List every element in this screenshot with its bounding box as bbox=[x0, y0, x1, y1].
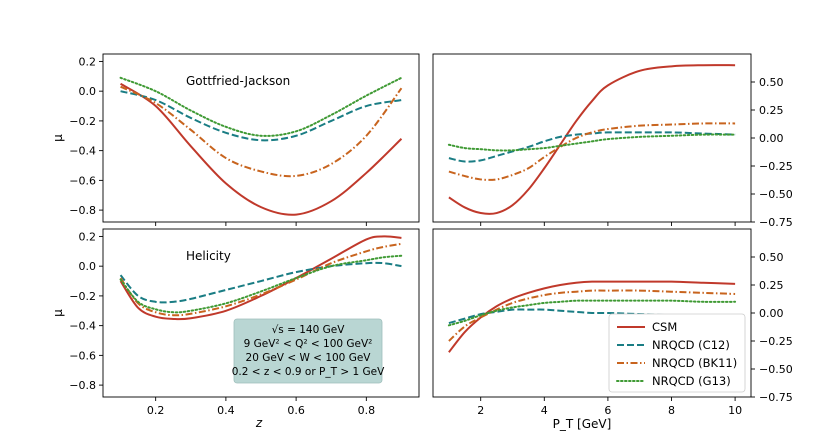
x-tick-label: 2 bbox=[477, 404, 484, 417]
series-curves bbox=[119, 76, 403, 216]
series-line-nrqcd-bk11 bbox=[119, 242, 402, 317]
series-line-csm bbox=[448, 64, 736, 215]
plot-frame bbox=[432, 53, 752, 223]
series-curves bbox=[447, 280, 737, 353]
series-curves bbox=[119, 235, 403, 321]
y-tick-label: −0.8 bbox=[69, 379, 96, 392]
legend-label-c12: NRQCD (C12) bbox=[652, 338, 730, 352]
x-tick-label: 0.2 bbox=[147, 404, 165, 417]
y-tick-label: 0.50 bbox=[759, 251, 784, 264]
y-tick-label: −0.50 bbox=[759, 188, 793, 201]
panel-annotation: Helicity bbox=[186, 249, 231, 263]
x-axis-label: P_T [GeV] bbox=[553, 417, 612, 431]
series-line-nrqcd-g13 bbox=[119, 254, 403, 314]
y-tick-label: 0.2 bbox=[79, 230, 97, 243]
plot-frame bbox=[432, 228, 752, 398]
x-tick-label: 0.8 bbox=[358, 404, 376, 417]
y-axis-label: μ bbox=[51, 309, 65, 317]
series-line-nrqcd-c12 bbox=[120, 90, 402, 142]
y-tick-label: 0.25 bbox=[759, 104, 784, 117]
y-tick-label: 0.25 bbox=[759, 279, 784, 292]
axis-ticks: 0.50 0.25 0.00 −0.25 −0.50 −0.75 bbox=[480, 76, 793, 229]
panel-bottom-right: 2 4 6 8 10 0.50 0.25 0.00 −0.25 −0.50 −0.75 P_T [G… bbox=[432, 228, 793, 431]
series-line-nrqcd-bk11 bbox=[120, 85, 403, 178]
legend: CSM NRQCD (C12) NRQCD (BK11) NRQCD (G13) bbox=[608, 313, 746, 393]
y-tick-label: −0.25 bbox=[759, 335, 793, 348]
y-tick-label: −0.6 bbox=[69, 349, 96, 362]
info-line-q2: 9 GeV² < Q² < 100 GeV² bbox=[244, 338, 373, 350]
axis-ticks: 2 4 6 8 10 0.50 0.25 0.00 −0.25 −0.50 −0.75 bbox=[477, 251, 793, 417]
x-tick-label: 10 bbox=[728, 404, 742, 417]
legend-label-bk11: NRQCD (BK11) bbox=[652, 356, 737, 370]
info-line-cuts: 0.2 < z < 0.9 or P_T > 1 GeV bbox=[232, 366, 385, 378]
info-line-energy: √s = 140 GeV bbox=[272, 324, 346, 336]
panel-bottom-left: 0.2 0.4 0.6 0.8 0.2 0.0 −0.2 −0.4 −0.6 −0.8 Helic… bbox=[51, 228, 420, 430]
y-tick-label: −0.6 bbox=[69, 174, 96, 187]
y-tick-label: 0.50 bbox=[759, 76, 784, 89]
y-tick-label: 0.0 bbox=[79, 85, 97, 98]
x-axis-label: z bbox=[255, 416, 263, 430]
plot-frame bbox=[102, 228, 420, 398]
x-tick-label: 0.6 bbox=[287, 404, 305, 417]
series-line-csm bbox=[120, 82, 403, 216]
series-line-nrqcd-c12 bbox=[448, 131, 736, 163]
y-tick-label: 0.00 bbox=[759, 307, 784, 320]
y-tick-label: −0.2 bbox=[69, 290, 96, 303]
y-tick-label: −0.50 bbox=[759, 363, 793, 376]
axis-ticks: 0.2 0.4 0.6 0.8 0.2 0.0 −0.2 −0.4 −0.6 −0.8 bbox=[69, 230, 375, 417]
series-line-nrqcd-bk11 bbox=[448, 289, 736, 342]
y-tick-label: −0.25 bbox=[759, 160, 793, 173]
y-tick-label: 0.00 bbox=[759, 132, 784, 145]
y-tick-label: −0.8 bbox=[69, 204, 96, 217]
series-line-nrqcd-g13 bbox=[447, 133, 737, 152]
plot-frame bbox=[102, 53, 420, 223]
y-tick-label: −0.2 bbox=[69, 115, 96, 128]
legend-label-csm: CSM bbox=[652, 320, 677, 334]
y-tick-label: −0.75 bbox=[759, 391, 793, 404]
legend-label-g13: NRQCD (G13) bbox=[652, 374, 731, 388]
series-line-nrqcd-g13 bbox=[119, 76, 403, 137]
series-line-csm bbox=[119, 235, 402, 321]
x-tick-label: 4 bbox=[541, 404, 548, 417]
info-line-w: 20 GeV < W < 100 GeV bbox=[246, 352, 372, 364]
series-line-nrqcd-bk11 bbox=[448, 122, 736, 181]
series-line-nrqcd-c12 bbox=[119, 261, 402, 304]
y-tick-label: 0.0 bbox=[79, 260, 97, 273]
info-box-background bbox=[233, 318, 383, 384]
info-box: √s = 140 GeV 9 GeV² < Q² < 100 GeV² 20 G… bbox=[232, 318, 385, 384]
y-tick-label: −0.4 bbox=[69, 145, 96, 158]
panel-top-left: 0.2 0.0 −0.2 −0.4 −0.6 −0.8 Gottfried-Jackson… bbox=[51, 53, 420, 226]
panel-top-right: 0.50 0.25 0.00 −0.25 −0.50 −0.75 bbox=[432, 53, 793, 229]
series-line-nrqcd-g13 bbox=[447, 299, 737, 327]
series-curves bbox=[447, 64, 737, 215]
y-axis-label: μ bbox=[51, 134, 65, 142]
legend-frame bbox=[608, 313, 746, 393]
axis-ticks: 0.2 0.0 −0.2 −0.4 −0.6 −0.8 bbox=[69, 55, 367, 226]
y-tick-label: −0.75 bbox=[759, 216, 793, 229]
x-tick-label: 8 bbox=[668, 404, 675, 417]
x-tick-label: 6 bbox=[604, 404, 611, 417]
panel-annotation: Gottfried-Jackson bbox=[186, 74, 290, 88]
x-tick-label: 0.4 bbox=[217, 404, 235, 417]
y-tick-label: −0.4 bbox=[69, 320, 96, 333]
y-tick-label: 0.2 bbox=[79, 55, 97, 68]
